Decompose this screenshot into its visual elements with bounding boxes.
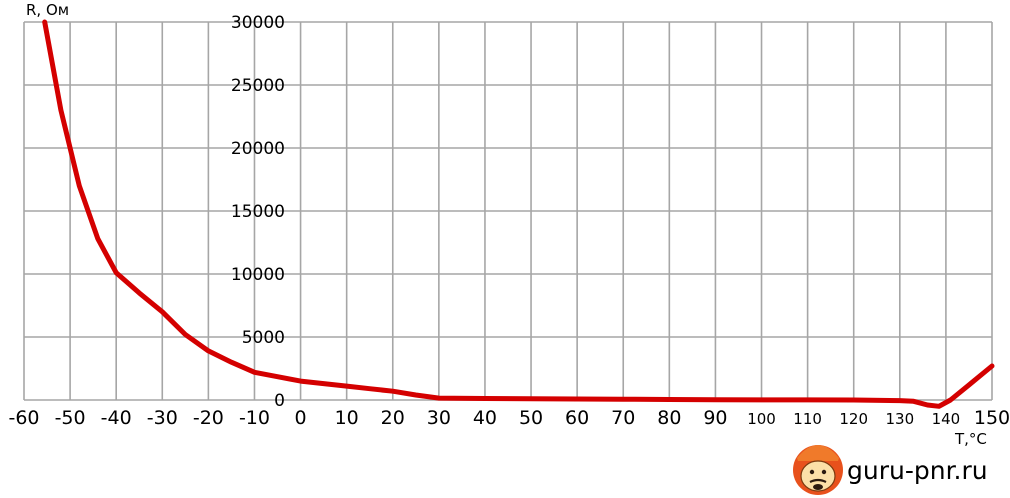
x-tick-label: -20	[193, 407, 224, 429]
y-tick-label: 5000	[242, 328, 285, 348]
x-tick-labels: -60 -50 -40 -30 -20 -10 0 10 20 30 40 50 60 70 80 90 100…	[8, 407, 1010, 429]
x-tick-label: 30	[427, 407, 451, 429]
x-tick-label: 140	[932, 410, 961, 428]
y-tick-label: 30000	[231, 13, 285, 33]
y-tick-label: 20000	[231, 139, 285, 159]
x-tick-label: -50	[55, 407, 86, 429]
site-watermark[interactable]: guru-pnr.ru	[793, 445, 988, 495]
x-tick-label: 0	[295, 407, 307, 429]
x-tick-label: 20	[381, 407, 405, 429]
site-name: guru-pnr.ru	[847, 456, 988, 485]
x-tick-label: 110	[793, 410, 822, 428]
y-tick-label: 15000	[231, 202, 285, 222]
y-tick-labels: 0 5000 10000 15000 20000 25000 30000	[231, 13, 285, 411]
y-tick-label: 10000	[231, 265, 285, 285]
grid	[23, 21, 993, 401]
x-tick-label: -10	[239, 407, 270, 429]
series-line-0	[42, 19, 995, 409]
y-tick-label: 25000	[231, 76, 285, 96]
x-tick-label: 70	[611, 407, 635, 429]
x-tick-label: 100	[747, 410, 776, 428]
x-tick-label: 90	[703, 407, 727, 429]
y-axis-title: R, Ом	[26, 1, 69, 19]
y-tick-label: 0	[274, 391, 285, 411]
x-tick-label: 130	[885, 410, 914, 428]
x-tick-label: 80	[657, 407, 681, 429]
x-tick-label: 60	[565, 407, 589, 429]
x-tick-label: 150	[974, 407, 1010, 429]
x-tick-label: -40	[101, 407, 132, 429]
x-tick-label: 40	[473, 407, 497, 429]
mascot-logo-icon	[793, 445, 843, 495]
series-layer	[42, 19, 995, 409]
x-tick-label: -30	[147, 407, 178, 429]
x-axis-title: T,°C	[954, 430, 987, 448]
x-tick-label: 10	[335, 407, 359, 429]
x-tick-label: 120	[839, 410, 868, 428]
x-tick-label: 50	[519, 407, 543, 429]
x-tick-label: -60	[8, 407, 39, 429]
